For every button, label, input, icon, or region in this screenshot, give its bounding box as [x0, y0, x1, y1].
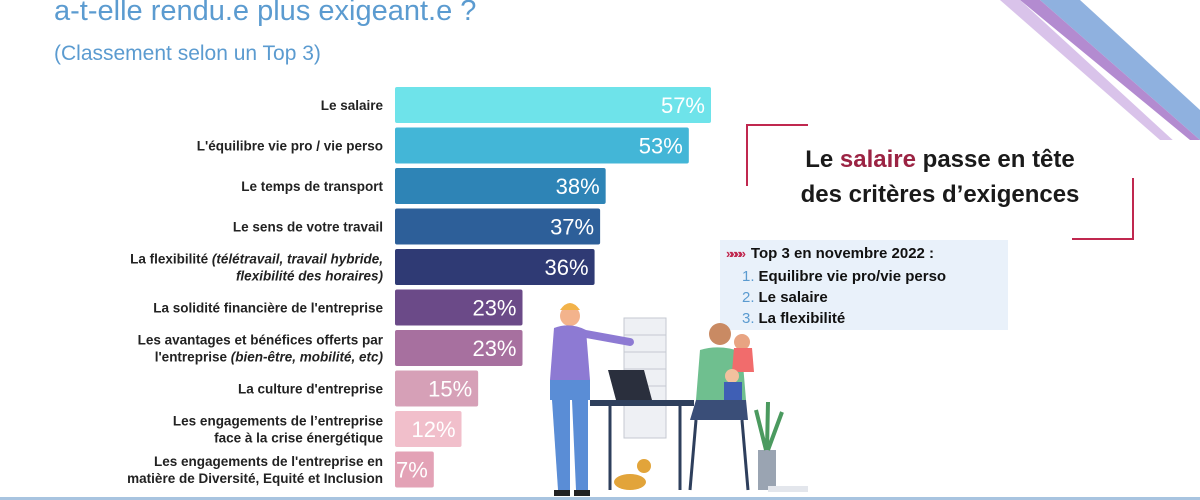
- bar-chart: 57% Le salaire 53% L'équilibre vie pro / vi…: [127, 87, 711, 488]
- bar-value-label: 12%: [411, 417, 455, 442]
- top3-item: 1. Equilibre vie pro/vie perso: [742, 268, 947, 285]
- bar: [395, 370, 479, 407]
- bar-value-label: 23%: [472, 296, 516, 321]
- top3-box: »»»» Top 3 en novembre 2022 : 1. Equilibre…: [720, 240, 1008, 330]
- bar: [395, 411, 462, 447]
- category-label: La flexibilité (télétravail, travail hyb…: [130, 252, 383, 267]
- callout-frame: [746, 124, 1134, 240]
- bar-value-label: 36%: [545, 255, 589, 280]
- category-label: La culture d'entreprise: [238, 382, 383, 397]
- top3-item: 2. Le salaire: [742, 289, 828, 306]
- bar-value-label: 57%: [661, 93, 705, 118]
- category-label: l'entreprise (bien-être, mobilité, etc): [155, 350, 384, 365]
- category-label: La solidité financière de l'entreprise: [153, 301, 383, 316]
- bar: [395, 330, 523, 366]
- category-label: L'équilibre vie pro / vie perso: [197, 139, 383, 154]
- top3-item: 3. La flexibilité: [742, 310, 846, 327]
- page-title: a-t-elle rendu.e plus exigeant.e ?: [54, 0, 477, 27]
- bar-value-label: 53%: [639, 134, 683, 159]
- decorative-corner-stripes: [1000, 0, 1200, 140]
- bar: [395, 87, 711, 123]
- category-label: Le temps de transport: [241, 179, 383, 194]
- category-label: face à la crise énergétique: [214, 431, 383, 446]
- top3-list: 1. Equilibre vie pro/vie perso 2. Le salai…: [742, 266, 946, 329]
- category-label: Les engagements de l’entreprise: [173, 414, 384, 429]
- bar: [395, 127, 689, 164]
- bar-value-label: 7%: [396, 458, 428, 483]
- category-label: Les engagements de l'entreprise en: [154, 454, 383, 469]
- bar: [395, 249, 595, 285]
- bar-value-label: 15%: [428, 377, 472, 402]
- callout-line-1: Le salaire passe en tête: [805, 146, 1075, 173]
- page-subtitle: (Classement selon un Top 3): [54, 42, 321, 65]
- chevrons-icon: »»»»: [726, 246, 746, 261]
- office-workers-illustration: [550, 303, 808, 496]
- bar-value-label: 38%: [556, 174, 600, 199]
- bar-value-label: 23%: [472, 336, 516, 361]
- category-label: Le sens de votre travail: [233, 220, 383, 235]
- top3-heading: »»»» Top 3 en novembre 2022 :: [726, 245, 935, 262]
- bottom-rule: [0, 497, 1200, 500]
- callout-line-2: des critères d’exigences: [800, 181, 1080, 208]
- bar: [395, 289, 523, 326]
- bar: [395, 168, 606, 204]
- category-label: Les avantages et bénéfices offerts par: [138, 333, 384, 348]
- category-label: flexibilité des horaires): [236, 269, 384, 284]
- bar-value-label: 37%: [550, 215, 594, 240]
- category-label: matière de Diversité, Equité et Inclusio…: [127, 471, 383, 486]
- category-label: Le salaire: [321, 98, 384, 113]
- bar: [395, 208, 601, 245]
- bar: [395, 451, 434, 488]
- key-message-callout: Le salaire passe en tête des critères d’…: [746, 124, 1134, 240]
- callout-highlight: salaire: [839, 146, 916, 173]
